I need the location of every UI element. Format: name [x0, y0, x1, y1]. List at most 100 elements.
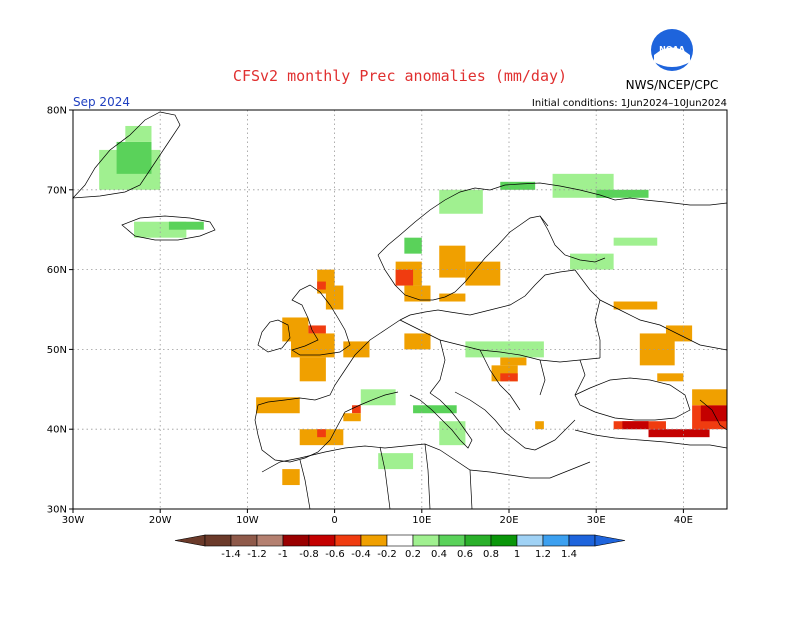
anomaly-cell	[299, 357, 326, 382]
anomaly-cell	[404, 237, 422, 254]
lon-label: 20W	[149, 515, 172, 526]
lat-label: 30N	[47, 505, 67, 516]
noaa-logo-bird	[654, 47, 690, 67]
colorbar	[174, 534, 626, 547]
lon-label: 10W	[236, 515, 259, 526]
org-name: NWS/NCEP/CPC	[626, 78, 719, 92]
anomaly-cell	[439, 245, 466, 278]
anomaly-cell	[291, 333, 335, 358]
gridlines	[73, 110, 727, 509]
colorbar-swatch	[334, 534, 362, 547]
anomaly-cell	[308, 325, 326, 334]
scandinavia-coast	[377, 182, 728, 256]
lon-label: 30E	[587, 515, 606, 526]
anomaly-cell	[500, 357, 527, 366]
great-britain	[291, 284, 351, 356]
lat-label: 40N	[47, 425, 67, 436]
borders-central	[399, 319, 601, 411]
anomaly-cell	[613, 237, 658, 246]
lon-label: 20E	[499, 515, 518, 526]
colorbar-label: -0.2	[377, 549, 397, 560]
colorbar-swatch	[542, 534, 570, 547]
map-frame	[72, 109, 728, 510]
finland-coast	[539, 215, 606, 263]
caspian	[699, 399, 728, 431]
colorbar-label: 0.4	[431, 549, 447, 560]
colorbar-label: -0.8	[299, 549, 319, 560]
anomaly-cell	[439, 293, 466, 302]
anomaly-cell	[439, 421, 466, 446]
anomaly-cell	[352, 405, 361, 414]
map-title: CFSv2 monthly Prec anomalies (mm/day)	[233, 67, 567, 85]
forecast-month: Sep 2024	[73, 95, 130, 109]
colorbar-label: 0.2	[405, 549, 421, 560]
anomaly-cell	[657, 373, 684, 382]
balkans-greece	[454, 391, 576, 451]
colorbar-label: 0.6	[457, 549, 473, 560]
colorbar-swatch	[412, 534, 440, 547]
lat-label: 80N	[47, 106, 67, 117]
anomaly-cell	[378, 453, 414, 470]
baltic-coast	[449, 269, 576, 316]
anomaly-cell	[465, 261, 501, 286]
noaa-logo: NOAA	[651, 29, 693, 71]
lat-label: 60N	[47, 265, 67, 276]
north-sea-coast	[399, 309, 451, 321]
colorbar-label: 0.8	[483, 549, 499, 560]
colorbar-high-arrow	[594, 534, 626, 547]
colorbar-swatch	[438, 534, 466, 547]
colorbar-swatch	[204, 534, 232, 547]
anomaly-cell	[256, 397, 300, 414]
anomaly-cell	[465, 341, 544, 358]
colorbar-label: -0.6	[325, 549, 345, 560]
coastlines	[72, 111, 728, 510]
anomaly-cell	[413, 405, 457, 414]
colorbar-swatch	[386, 534, 414, 547]
colorbar-label: -0.4	[351, 549, 371, 560]
colorbar-swatch	[308, 534, 336, 547]
anomaly-cell	[613, 301, 658, 310]
anomaly-cells	[99, 125, 727, 486]
lat-label: 70N	[47, 185, 67, 196]
anomaly-cell	[395, 269, 414, 286]
ireland	[257, 319, 291, 353]
latitude-labels: 80N 70N 60N 50N 40N 30N	[47, 106, 67, 516]
colorbar-label: 1.2	[535, 549, 551, 560]
colorbar-swatch	[256, 534, 284, 547]
colorbar-swatch	[230, 534, 258, 547]
initial-conditions: Initial conditions: 1Jun2024–10Jun2024	[532, 98, 727, 109]
colorbar-swatch	[516, 534, 544, 547]
anomaly-cell	[317, 429, 326, 438]
italy	[409, 392, 473, 449]
anomaly-cell	[404, 333, 431, 350]
anomaly-cell	[168, 221, 204, 230]
colorbar-swatch	[282, 534, 310, 547]
anomaly-cell	[325, 285, 344, 310]
lon-label: 30W	[62, 515, 85, 526]
black-sea	[574, 377, 691, 421]
colorbar-label: -1.4	[221, 549, 241, 560]
colorbar-swatch	[490, 534, 518, 547]
anomaly-cell	[692, 389, 727, 406]
colorbar-swatch	[568, 534, 596, 547]
colorbar-label: 1.4	[561, 549, 577, 560]
norway-sweden-south	[377, 215, 549, 301]
anomaly-cell	[500, 373, 518, 382]
anomaly-cell	[116, 141, 152, 174]
noaa-logo-text: NOAA	[659, 45, 685, 54]
colorbar-low-arrow	[174, 534, 206, 547]
greenland-coast	[72, 111, 181, 199]
lon-label: 40E	[674, 515, 693, 526]
anomaly-cell	[648, 429, 710, 438]
anomaly-cell	[317, 281, 326, 290]
colorbar-swatch	[464, 534, 492, 547]
colorbar-swatch	[360, 534, 388, 547]
lon-label: 0	[331, 515, 337, 526]
lat-label: 50N	[47, 345, 67, 356]
anomaly-cell	[596, 189, 649, 198]
turkey-south-coast	[574, 429, 728, 449]
anomaly-cell	[282, 469, 300, 486]
iceland	[121, 215, 216, 241]
anomaly-cell	[500, 181, 536, 190]
